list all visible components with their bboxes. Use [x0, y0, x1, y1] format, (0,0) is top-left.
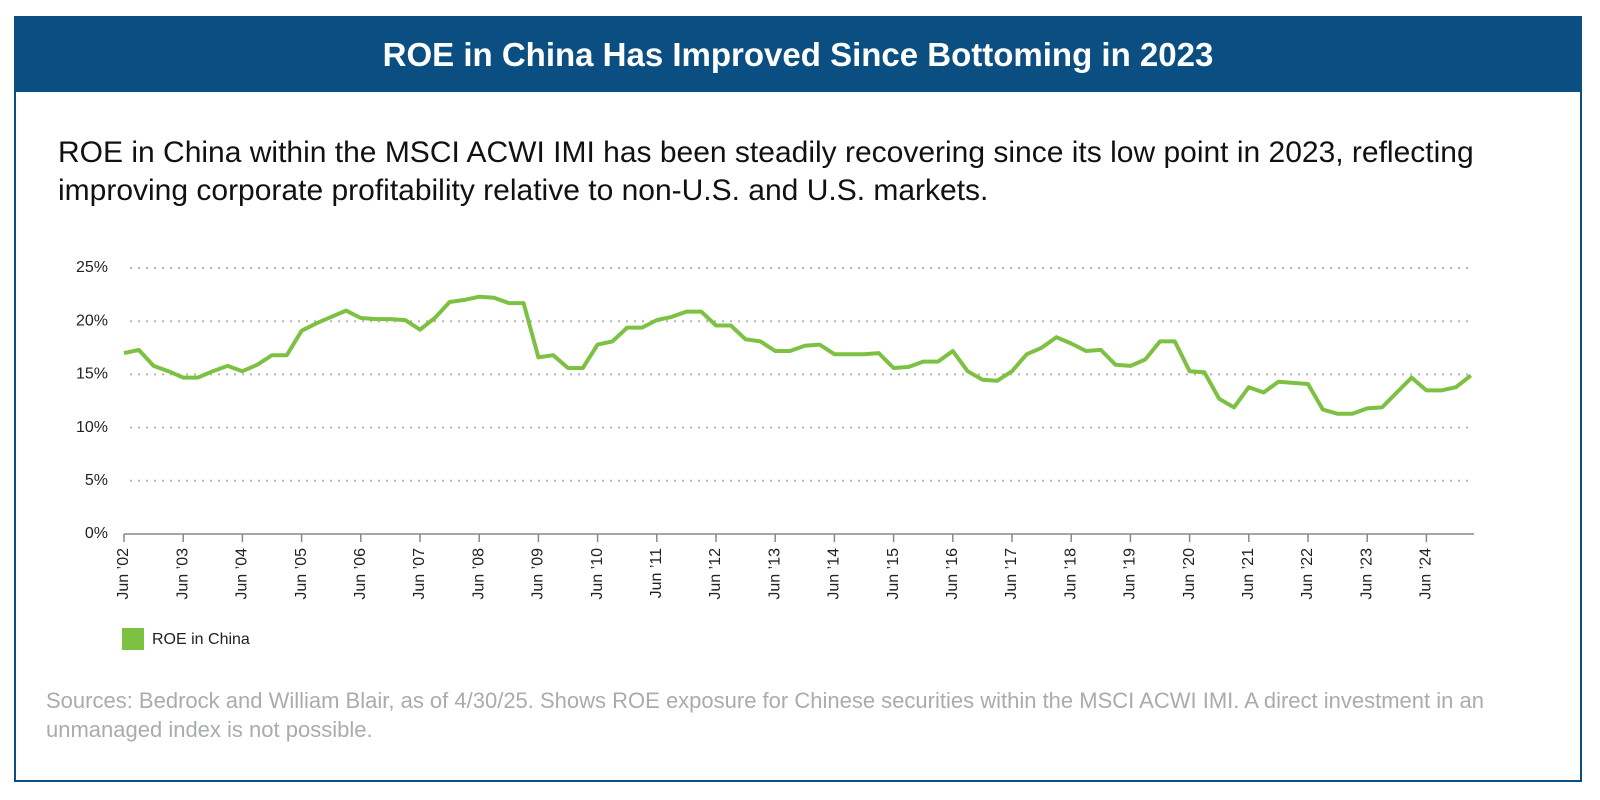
x-tick-label: Jun ’10: [589, 548, 606, 600]
x-tick-label: Jun ’20: [1181, 548, 1198, 600]
x-tick-label: Jun ’22: [1299, 548, 1316, 600]
x-tick-label: Jun ’02: [115, 548, 132, 600]
y-tick-label: 15%: [76, 366, 108, 383]
y-tick-label: 20%: [76, 312, 108, 329]
x-tick-label: Jun ’21: [1240, 548, 1257, 600]
legend-label: ROE in China: [152, 631, 250, 648]
y-tick-label: 5%: [85, 472, 108, 489]
x-tick-label: Jun ’16: [944, 548, 961, 600]
x-tick-label: Jun ’11: [648, 548, 665, 599]
x-tick-label: Jun ’05: [293, 548, 310, 600]
line-series: [123, 294, 1473, 416]
x-tick-label: Jun ’15: [885, 548, 902, 600]
subtitle: ROE in China within the MSCI ACWI IMI ha…: [58, 136, 1474, 207]
x-tick-label: Jun ’04: [234, 548, 251, 600]
frame: ROE in China Has Improved Since Bottomin…: [14, 16, 1582, 782]
chart-title: ROE in China Has Improved Since Bottomin…: [16, 18, 1580, 92]
legend-swatch: [122, 628, 144, 650]
y-tick-label: 25%: [76, 259, 108, 276]
x-tick-label: Jun ’14: [826, 548, 843, 600]
x-tick-label: Jun ’07: [411, 548, 428, 600]
x-tick-label: Jun ’23: [1358, 548, 1375, 600]
y-tick-label: 10%: [76, 419, 108, 436]
source-note: Sources: Bedrock and William Blair, as o…: [46, 688, 1484, 742]
x-tick-label: Jun ’19: [1122, 548, 1139, 600]
x-tick-label: Jun ’08: [470, 548, 487, 600]
x-tick-label: Jun ’24: [1418, 548, 1435, 600]
x-tick-label: Jun ’03: [174, 548, 191, 600]
x-tick-label: Jun ’13: [766, 548, 783, 600]
x-tick-label: Jun ’12: [707, 548, 724, 600]
y-tick-label: 0%: [85, 525, 108, 542]
x-tick-label: Jun ’17: [1003, 548, 1020, 600]
x-tick-label: Jun ’06: [352, 548, 369, 600]
x-tick-label: Jun ’18: [1062, 548, 1079, 600]
x-tick-label: Jun ’09: [530, 548, 547, 600]
